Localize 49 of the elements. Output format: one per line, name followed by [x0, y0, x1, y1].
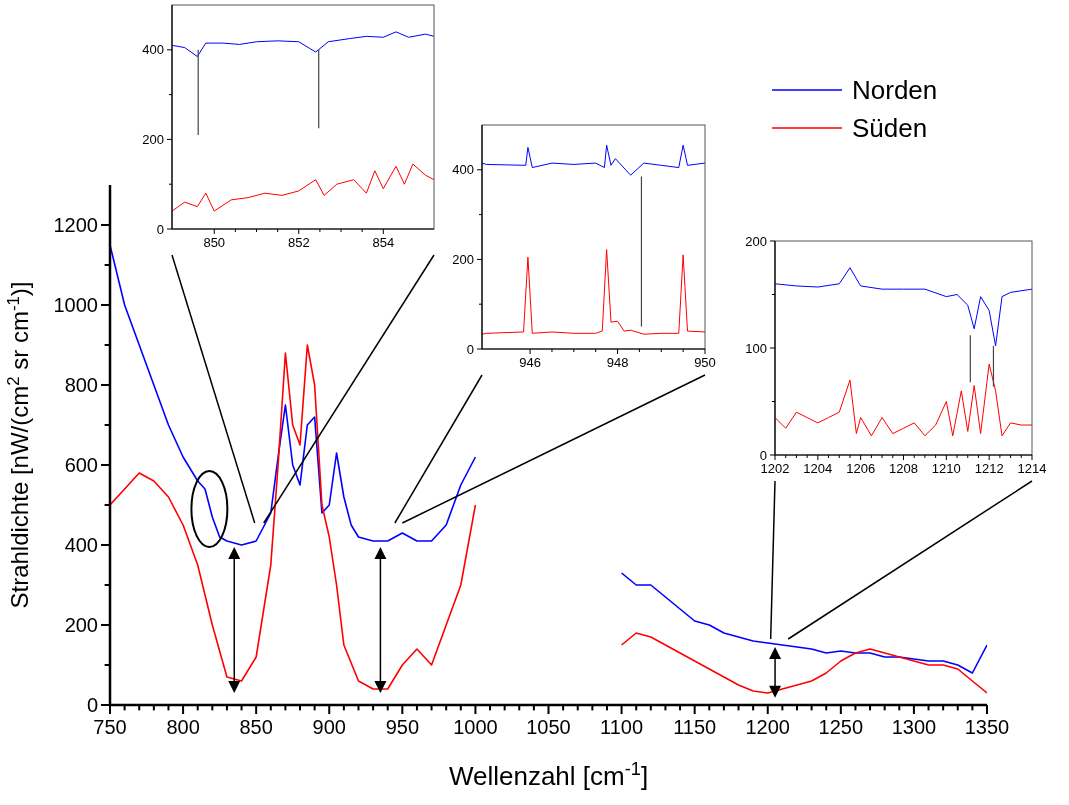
x-tick-label: 1210 [931, 461, 961, 476]
line-series [172, 163, 434, 212]
x-tick-label: 1150 [673, 716, 717, 738]
x-tick-label: 1250 [818, 716, 864, 738]
x-tick-label: 1202 [760, 461, 790, 476]
line-series [482, 144, 705, 176]
x-tick-label: 1206 [846, 461, 876, 476]
y-tick-label: 0 [466, 341, 474, 357]
x-tick-label: 1208 [889, 461, 918, 476]
line-series [482, 249, 705, 335]
x-tick-label: 852 [287, 235, 310, 250]
x-tick-label: 1350 [964, 716, 1010, 738]
x-tick-label: 1300 [891, 716, 937, 738]
x-axis-title: Wellenzahl [cm$^{-1}$] [448, 759, 649, 791]
y-tick-label: 0 [156, 221, 164, 237]
x-tick-label: 950 [385, 716, 420, 738]
y-tick-label: 600 [64, 454, 98, 476]
y-tick-label: 200 [142, 131, 164, 147]
y-tick-label: 200 [745, 233, 767, 249]
y-tick-label: 400 [142, 42, 164, 58]
x-tick-label: 750 [93, 716, 127, 738]
x-tick-label: 800 [166, 716, 200, 738]
x-tick-label: 1212 [974, 461, 1004, 476]
line-series [775, 363, 1032, 437]
line-series [775, 267, 1032, 347]
y-tick-label: 0 [759, 447, 767, 463]
x-tick-label: 850 [239, 716, 273, 738]
x-tick-label: 948 [606, 355, 629, 370]
y-tick-label: 100 [745, 340, 767, 356]
line-series [172, 31, 434, 58]
y-tick-label: 200 [452, 251, 474, 267]
legend-label: Norden [852, 75, 938, 106]
x-tick-label: 1100 [600, 716, 644, 738]
y-tick-label: 400 [452, 162, 474, 178]
y-tick-label: 800 [64, 374, 98, 396]
x-tick-label: 850 [203, 235, 226, 250]
x-tick-label: 900 [312, 716, 346, 738]
x-tick-label: 946 [519, 355, 541, 370]
y-tick-label: 1000 [53, 294, 98, 316]
y-tick-label: 0 [86, 694, 98, 716]
y-tick-label: 400 [64, 534, 98, 556]
x-tick-label: 1214 [1017, 461, 1047, 476]
y-tick-label: 1200 [53, 214, 98, 236]
x-tick-label: 1204 [803, 461, 833, 476]
y-tick-label: 200 [64, 614, 98, 636]
x-tick-label: 1050 [526, 716, 571, 738]
x-tick-label: 854 [372, 235, 395, 250]
legend-label: Süden [852, 113, 928, 144]
x-tick-label: 950 [694, 355, 716, 370]
